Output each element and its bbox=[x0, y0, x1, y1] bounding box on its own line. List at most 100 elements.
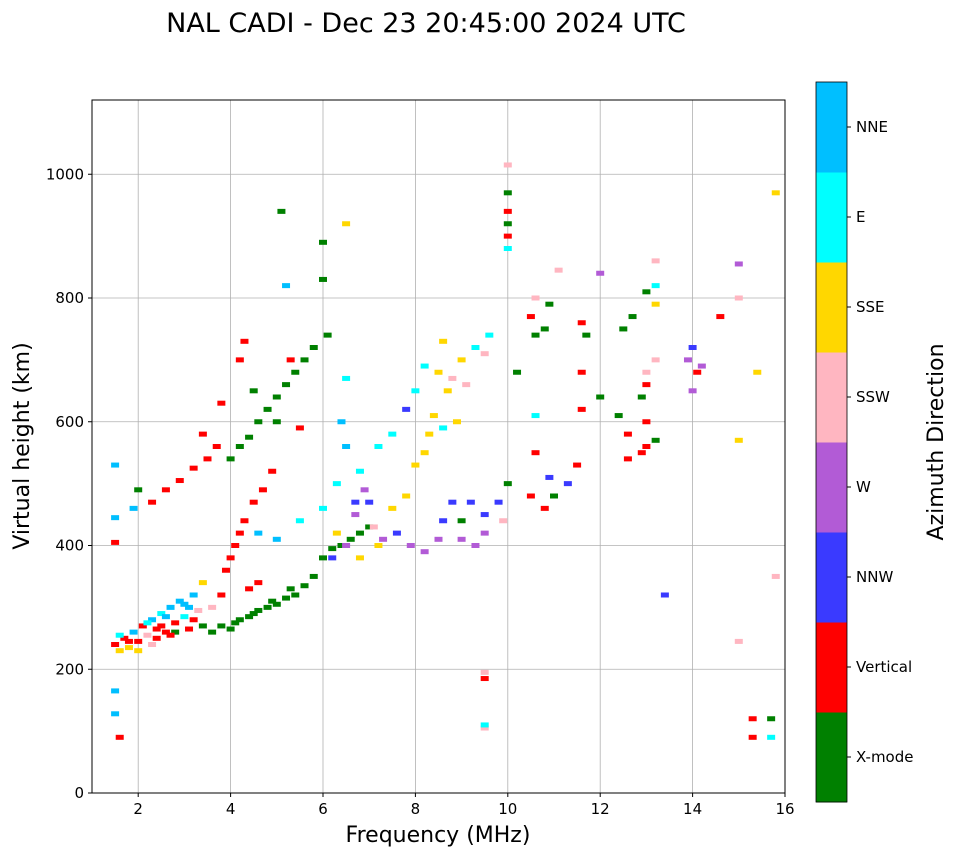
data-point-x-mode bbox=[637, 394, 646, 400]
data-point-x-mode bbox=[198, 623, 207, 629]
data-point-vertical bbox=[642, 419, 651, 425]
data-point-sse bbox=[388, 505, 397, 511]
data-point-e bbox=[471, 345, 480, 350]
data-point-sse bbox=[332, 530, 341, 536]
data-point-nnw bbox=[545, 474, 554, 480]
data-point-x-mode bbox=[582, 332, 591, 338]
data-point-vertical bbox=[480, 676, 489, 682]
data-point-nnw bbox=[688, 345, 697, 350]
data-point-x-mode bbox=[319, 239, 327, 245]
data-point-ssw bbox=[480, 351, 489, 357]
data-point-vertical bbox=[235, 357, 244, 363]
data-point-vertical bbox=[286, 357, 295, 363]
data-point-sse bbox=[452, 419, 461, 425]
data-point-x-mode bbox=[263, 406, 272, 412]
data-point-ssw bbox=[462, 382, 471, 388]
data-point-sse bbox=[134, 648, 143, 654]
data-point-vertical bbox=[212, 444, 221, 449]
data-point-ssw bbox=[143, 632, 152, 638]
data-point-x-mode bbox=[263, 604, 272, 610]
x-axis-label: Frequency (MHz) bbox=[346, 823, 531, 848]
data-point-ssw bbox=[448, 375, 457, 381]
data-point-w bbox=[688, 388, 697, 394]
data-point-x-mode bbox=[208, 629, 217, 635]
data-point-sse bbox=[411, 462, 420, 468]
data-point-x-mode bbox=[309, 573, 318, 579]
data-point-vertical bbox=[623, 456, 632, 462]
colorbar-swatch bbox=[816, 622, 847, 713]
data-point-vertical bbox=[198, 431, 207, 437]
data-point-vertical bbox=[115, 734, 124, 740]
data-point-sse bbox=[439, 338, 448, 344]
data-point-x-mode bbox=[619, 326, 628, 332]
data-point-e bbox=[651, 283, 660, 289]
data-point-ssw bbox=[531, 295, 540, 301]
data-point-x-mode bbox=[291, 592, 300, 598]
colorbar-swatch bbox=[816, 172, 847, 263]
data-point-e bbox=[319, 505, 327, 511]
data-point-w bbox=[420, 549, 429, 555]
colorbar: X-mode Vertical NNW W SSW SSE E NNE bbox=[815, 81, 913, 803]
x-tick-label: 8 bbox=[411, 800, 421, 818]
data-point-nne bbox=[185, 604, 194, 610]
data-point-x-mode bbox=[550, 493, 558, 499]
y-tick-label: 800 bbox=[55, 289, 84, 307]
x-tick-label: 16 bbox=[775, 800, 794, 818]
data-point-nnw bbox=[439, 518, 448, 524]
data-point-vertical bbox=[120, 635, 129, 641]
data-point-w bbox=[406, 543, 415, 548]
colorbar-label-e: E bbox=[856, 208, 865, 226]
data-point-x-mode bbox=[614, 413, 623, 419]
data-point-vertical bbox=[748, 734, 757, 740]
data-point-sse bbox=[434, 369, 443, 375]
data-point-e bbox=[420, 363, 429, 369]
data-point-x-mode bbox=[254, 607, 263, 613]
data-point-w bbox=[697, 363, 706, 369]
data-point-x-mode bbox=[226, 456, 235, 462]
colorbar-frame bbox=[815, 81, 848, 803]
data-point-vertical bbox=[577, 320, 586, 326]
y-tick-label: 600 bbox=[55, 413, 84, 431]
data-point-sse bbox=[734, 437, 743, 443]
y-tick-label: 400 bbox=[55, 537, 84, 555]
data-point-x-mode bbox=[134, 487, 143, 493]
data-point-vertical bbox=[111, 539, 120, 545]
data-point-e bbox=[485, 332, 494, 338]
data-point-w bbox=[457, 536, 466, 542]
data-point-vertical bbox=[573, 462, 582, 468]
data-point-x-mode bbox=[309, 345, 318, 350]
data-point-nne bbox=[129, 505, 138, 511]
data-point-e bbox=[332, 481, 341, 487]
colorbar-label: Azimuth Direction bbox=[924, 343, 949, 540]
data-point-sse bbox=[651, 301, 660, 307]
data-point-w bbox=[596, 270, 605, 276]
data-point-nnw bbox=[328, 555, 337, 561]
data-point-vertical bbox=[148, 499, 157, 505]
data-point-ssw bbox=[480, 669, 489, 675]
data-point-e bbox=[355, 468, 364, 474]
data-point-x-mode bbox=[531, 332, 540, 338]
data-point-vertical bbox=[235, 530, 244, 536]
data-point-nne bbox=[254, 530, 263, 536]
data-point-vertical bbox=[258, 487, 267, 493]
data-point-x-mode bbox=[596, 394, 605, 400]
data-point-vertical bbox=[157, 623, 166, 629]
colorbar-swatch bbox=[816, 712, 847, 803]
colorbar-label-x-mode: X-mode bbox=[856, 748, 913, 766]
data-point-x-mode bbox=[245, 614, 254, 620]
colorbar-label-w: W bbox=[856, 478, 871, 496]
data-point-nne bbox=[180, 601, 189, 607]
data-point-ssw bbox=[771, 573, 780, 579]
data-point-e bbox=[411, 388, 420, 394]
data-point-x-mode bbox=[272, 419, 281, 425]
data-point-sse bbox=[753, 369, 762, 375]
data-point-x-mode bbox=[272, 394, 281, 400]
y-tick-label: 200 bbox=[55, 660, 84, 678]
data-point-e bbox=[388, 431, 397, 437]
data-point-vertical bbox=[748, 716, 757, 722]
data-point-e bbox=[295, 518, 304, 524]
data-point-x-mode bbox=[235, 444, 244, 449]
chart-title: NAL CADI - Dec 23 20:45:00 2024 UTC bbox=[166, 8, 686, 39]
data-point-ssw bbox=[480, 725, 489, 731]
data-point-vertical bbox=[152, 635, 161, 641]
